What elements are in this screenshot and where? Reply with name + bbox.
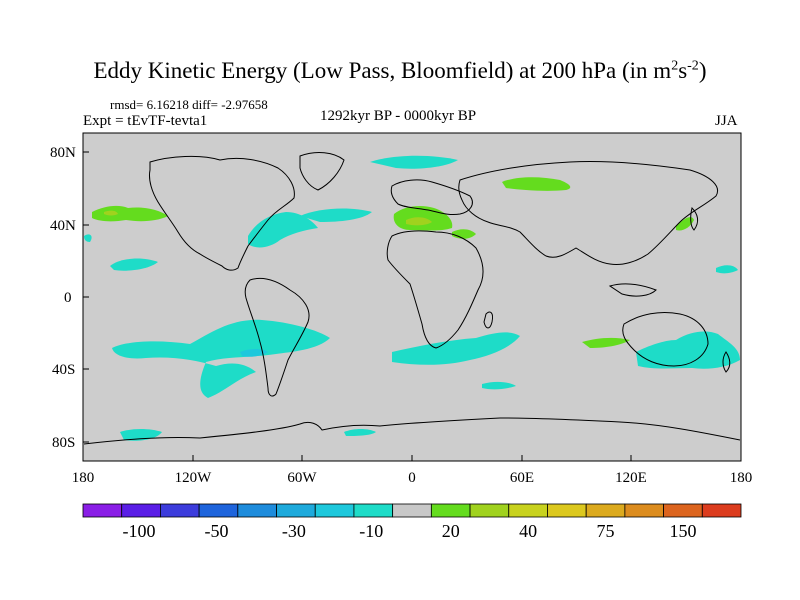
lon-label-120w: 120W (175, 470, 213, 486)
patch-indian-ocean (582, 337, 630, 348)
lon-label-60w: 60W (287, 470, 317, 486)
colorbar-swatch (547, 503, 587, 518)
patch-siberia (502, 177, 571, 191)
colorbar-swatch (585, 503, 626, 518)
colorbar-swatch (160, 503, 200, 518)
colorbar-swatch (701, 503, 742, 518)
colorbar-label: -50 (204, 521, 228, 541)
colorbar-label: -30 (282, 521, 306, 541)
colorbar-swatch (198, 503, 239, 518)
patch-indian-ocean-east (636, 331, 740, 369)
lat-label-40s: 40S (52, 362, 75, 378)
lon-label-120e: 120E (615, 470, 647, 486)
colorbar-swatch (82, 503, 123, 518)
colorbar-swatch (314, 503, 355, 518)
colorbar-swatch (430, 503, 471, 518)
coast-madagascar (483, 311, 493, 329)
negative-strong-regions (240, 349, 268, 357)
lon-label-0: 0 (408, 470, 416, 486)
lat-label-80s: 80S (52, 435, 75, 451)
experiment-label: Expt = tEvTF-tevta1 (83, 113, 208, 129)
patch-south-atlantic-2 (482, 381, 516, 390)
patch-north-pacific-east (716, 265, 738, 274)
lat-label-80n: 80N (50, 145, 76, 161)
coast-antarctica (83, 417, 741, 445)
colorbar-swatch (121, 503, 161, 518)
colorbar-label: 20 (442, 521, 460, 541)
coast-africa (386, 230, 484, 349)
coast-japan (690, 207, 699, 231)
coast-australia (622, 311, 709, 367)
map-background (82, 132, 742, 462)
coast-indonesia (608, 283, 657, 297)
plot-title: Eddy Kinetic Energy (Low Pass, Bloomfiel… (93, 58, 707, 83)
lat-label-40n: 40N (50, 218, 76, 234)
patch-south-pacific (112, 319, 330, 398)
colorbar-label: 150 (669, 521, 696, 541)
coastlines (83, 152, 741, 445)
patch-south-atlantic (392, 332, 520, 365)
colorbar-swatch (353, 503, 394, 518)
patch-antarctic-pacific (120, 429, 162, 441)
patch-south-pacific-core (240, 349, 268, 357)
patch-north-atlantic-east (300, 208, 372, 222)
colorbar-labels: -100 -50 -30 -10 20 40 75 150 (123, 521, 697, 541)
lon-label-180w: 180 (72, 470, 95, 486)
colorbar (82, 503, 742, 518)
coast-new-zealand (722, 351, 731, 373)
lon-label-180e: 180 (730, 470, 753, 486)
patch-pacific-core (104, 210, 118, 216)
patch-japan (676, 217, 694, 231)
colorbar-label: -10 (359, 521, 383, 541)
colorbar-swatch (469, 503, 510, 518)
colorbar-swatch (624, 503, 664, 518)
coast-south-america (244, 277, 310, 397)
colorbar-label: 40 (519, 521, 537, 541)
colorbar-swatch (276, 503, 316, 518)
stats-text: rmsd= 6.16218 diff= -2.97658 (110, 97, 268, 112)
lon-label-60e: 60E (510, 470, 534, 486)
positive-strong-regions (104, 210, 432, 226)
coast-asia (458, 160, 718, 265)
colorbar-swatch (663, 503, 703, 518)
coast-europe (390, 179, 473, 215)
lat-label-eq: 0 (64, 290, 72, 306)
colorbar-swatch (508, 503, 548, 518)
patch-north-pacific-west (92, 205, 168, 222)
colorbar-swatch (237, 503, 277, 518)
lon-labels: 180 120W 60W 0 60E 120E 180 (72, 470, 753, 486)
lat-labels: 80N 40N 0 40S 80S (50, 145, 76, 451)
season-label: JJA (715, 113, 738, 129)
patch-north-atlantic (248, 212, 318, 248)
period-label: 1292kyr BP - 0000kyr BP (320, 108, 477, 124)
patch-west-pacific (84, 234, 92, 242)
patch-north-pacific (110, 258, 158, 271)
patch-arctic (370, 155, 458, 169)
colorbar-label: 75 (597, 521, 615, 541)
patch-mediterranean-core (406, 217, 432, 226)
axis-ticks (82, 151, 742, 461)
colorbar-swatch (392, 503, 432, 518)
colorbar-label: -100 (123, 521, 156, 541)
negative-anomaly-regions (84, 155, 740, 441)
coast-greenland (299, 152, 345, 191)
coast-north-america (149, 155, 295, 271)
patch-antarctic-atlantic (344, 429, 376, 436)
